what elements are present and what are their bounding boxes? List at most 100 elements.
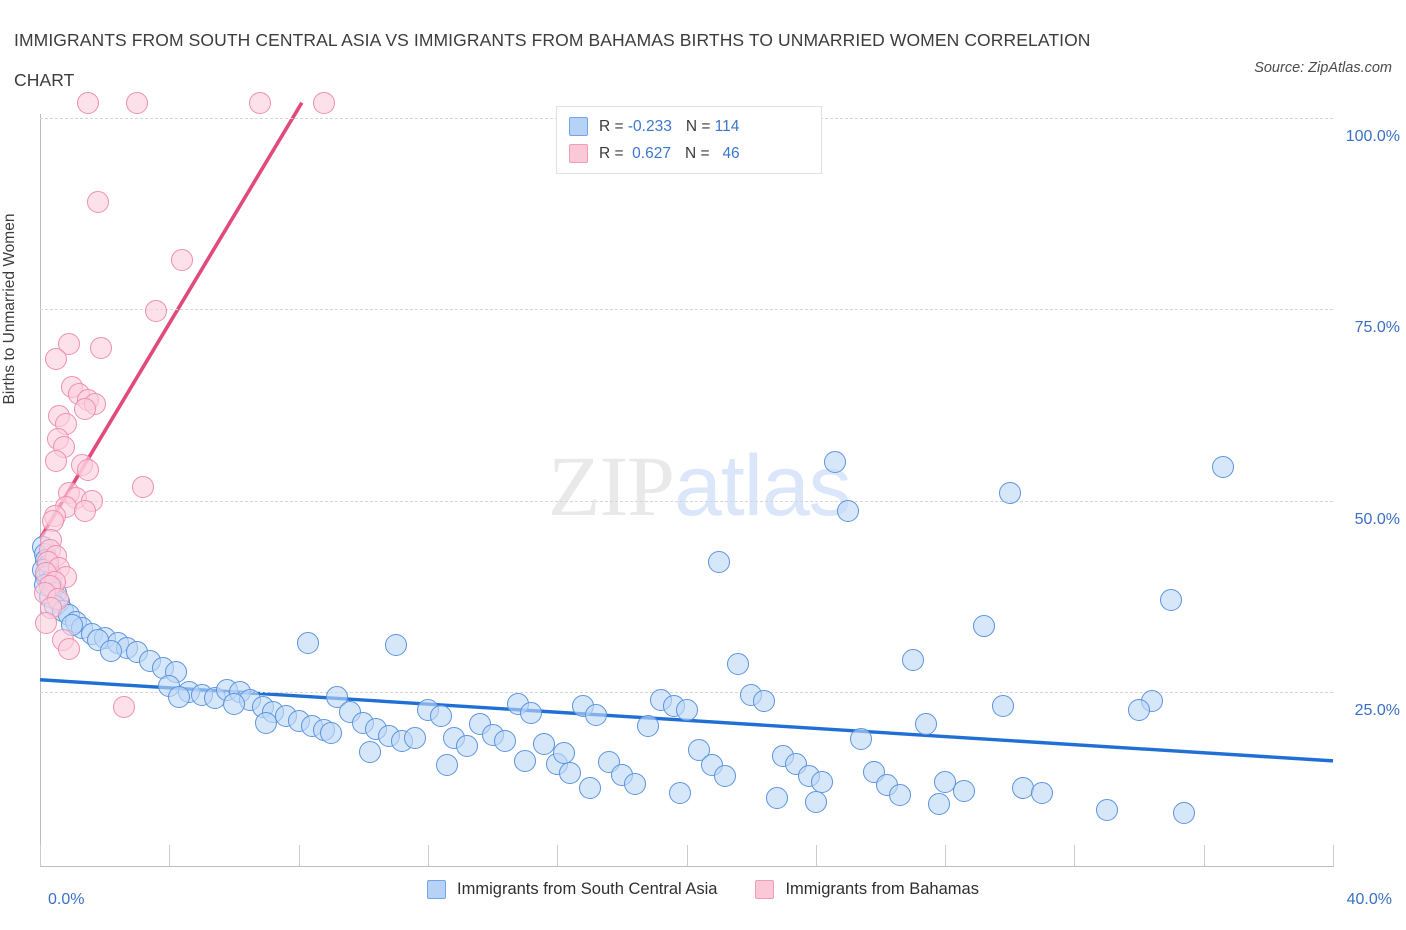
data-point[interactable]: [623, 772, 646, 795]
data-point[interactable]: [403, 726, 426, 749]
x-tick-24: [815, 845, 817, 866]
data-point[interactable]: [714, 765, 737, 788]
series-legend: Immigrants from South Central Asia Immig…: [0, 880, 1406, 899]
x-tick-8: [298, 845, 300, 866]
data-point[interactable]: [222, 693, 245, 716]
y-tick-label-50: 50.0%: [1354, 510, 1400, 528]
x-tick-36: [1203, 845, 1205, 866]
y-axis-line: [40, 114, 41, 866]
data-point[interactable]: [90, 336, 113, 359]
data-point[interactable]: [35, 612, 58, 635]
data-point[interactable]: [74, 397, 97, 420]
data-point[interactable]: [901, 648, 924, 671]
data-point[interactable]: [533, 733, 556, 756]
data-point[interactable]: [100, 639, 123, 662]
data-point[interactable]: [113, 696, 136, 719]
data-point[interactable]: [804, 791, 827, 814]
data-point[interactable]: [1160, 589, 1183, 612]
x-tick-0: [40, 845, 41, 866]
x-tick-32: [1074, 845, 1076, 866]
r-value-blue: -0.233: [627, 117, 672, 135]
data-point[interactable]: [384, 633, 407, 656]
data-point[interactable]: [74, 500, 97, 523]
x-min-label: 0.0%: [48, 891, 85, 908]
correlation-legend: R = -0.233 N = 114 R = 0.627 N = 46: [556, 106, 822, 174]
data-point[interactable]: [45, 449, 68, 472]
data-point[interactable]: [520, 702, 543, 725]
data-point[interactable]: [1212, 455, 1235, 478]
y-axis-title-wrap: Births to Unmarried Women: [0, 0, 30, 745]
data-point[interactable]: [727, 653, 750, 676]
data-point[interactable]: [998, 482, 1021, 504]
data-point[interactable]: [584, 703, 607, 726]
data-point[interactable]: [494, 729, 517, 752]
series-legend-item-pink[interactable]: Immigrants from Bahamas: [755, 880, 979, 899]
data-point[interactable]: [125, 91, 148, 114]
y-axis-title: Births to Unmarried Women: [1, 213, 18, 405]
data-point[interactable]: [837, 500, 860, 523]
data-point[interactable]: [888, 783, 911, 806]
data-point[interactable]: [45, 348, 68, 371]
data-point[interactable]: [436, 754, 459, 777]
n-value-blue: 114: [714, 117, 740, 135]
data-point[interactable]: [559, 762, 582, 785]
data-point[interactable]: [669, 782, 692, 805]
y-tick-label-100: 100.0%: [1345, 128, 1400, 145]
gridline-75: [40, 309, 1333, 311]
x-tick-16: [557, 845, 559, 866]
data-point[interactable]: [297, 632, 320, 655]
gridline-50: [40, 500, 1333, 502]
data-point[interactable]: [1173, 801, 1196, 824]
data-point[interactable]: [171, 248, 194, 271]
data-point[interactable]: [145, 299, 168, 322]
data-point[interactable]: [1011, 777, 1034, 800]
data-point[interactable]: [319, 722, 342, 745]
data-point[interactable]: [1095, 798, 1118, 821]
data-point[interactable]: [313, 91, 336, 114]
r-label-pink: R =: [599, 144, 628, 162]
data-point[interactable]: [77, 459, 100, 482]
y-tick-label-25: 25.0%: [1354, 702, 1400, 719]
data-point[interactable]: [824, 451, 847, 474]
data-point[interactable]: [914, 713, 937, 736]
data-point[interactable]: [248, 91, 271, 114]
data-point[interactable]: [58, 332, 81, 355]
r-value-pink: 0.627: [627, 144, 671, 162]
series-swatch-pink: [755, 880, 775, 899]
data-point[interactable]: [1031, 782, 1054, 805]
series-legend-item-blue[interactable]: Immigrants from South Central Asia: [427, 880, 717, 899]
data-point[interactable]: [429, 705, 452, 728]
data-point[interactable]: [1128, 699, 1151, 722]
data-point[interactable]: [927, 792, 950, 815]
data-point[interactable]: [992, 694, 1015, 717]
data-point[interactable]: [132, 475, 155, 498]
data-point[interactable]: [255, 711, 278, 734]
data-point[interactable]: [636, 714, 659, 737]
gridline-25: [40, 692, 1333, 693]
series-swatch-blue: [427, 880, 447, 899]
data-point[interactable]: [41, 509, 64, 532]
data-point[interactable]: [87, 191, 110, 214]
data-point[interactable]: [850, 728, 873, 751]
data-point[interactable]: [972, 615, 995, 638]
data-point[interactable]: [675, 699, 698, 722]
x-tick-4: [169, 845, 171, 866]
data-point[interactable]: [552, 742, 575, 765]
correlation-row-pink: R = 0.627 N = 46: [569, 140, 811, 167]
data-point[interactable]: [578, 777, 601, 800]
x-tick-12: [427, 845, 429, 866]
n-label-blue: N =: [685, 117, 715, 135]
data-point[interactable]: [455, 734, 478, 757]
data-point[interactable]: [77, 91, 100, 114]
data-point[interactable]: [766, 786, 788, 809]
data-point[interactable]: [167, 685, 190, 708]
data-point[interactable]: [58, 638, 81, 661]
data-point[interactable]: [707, 550, 730, 573]
series-label-blue: Immigrants from South Central Asia: [457, 880, 718, 898]
data-point[interactable]: [953, 780, 976, 803]
legend-swatch-pink: [569, 144, 588, 163]
data-point[interactable]: [358, 740, 381, 763]
data-point[interactable]: [753, 690, 776, 713]
x-tick-28: [945, 845, 947, 866]
data-point[interactable]: [513, 749, 536, 772]
